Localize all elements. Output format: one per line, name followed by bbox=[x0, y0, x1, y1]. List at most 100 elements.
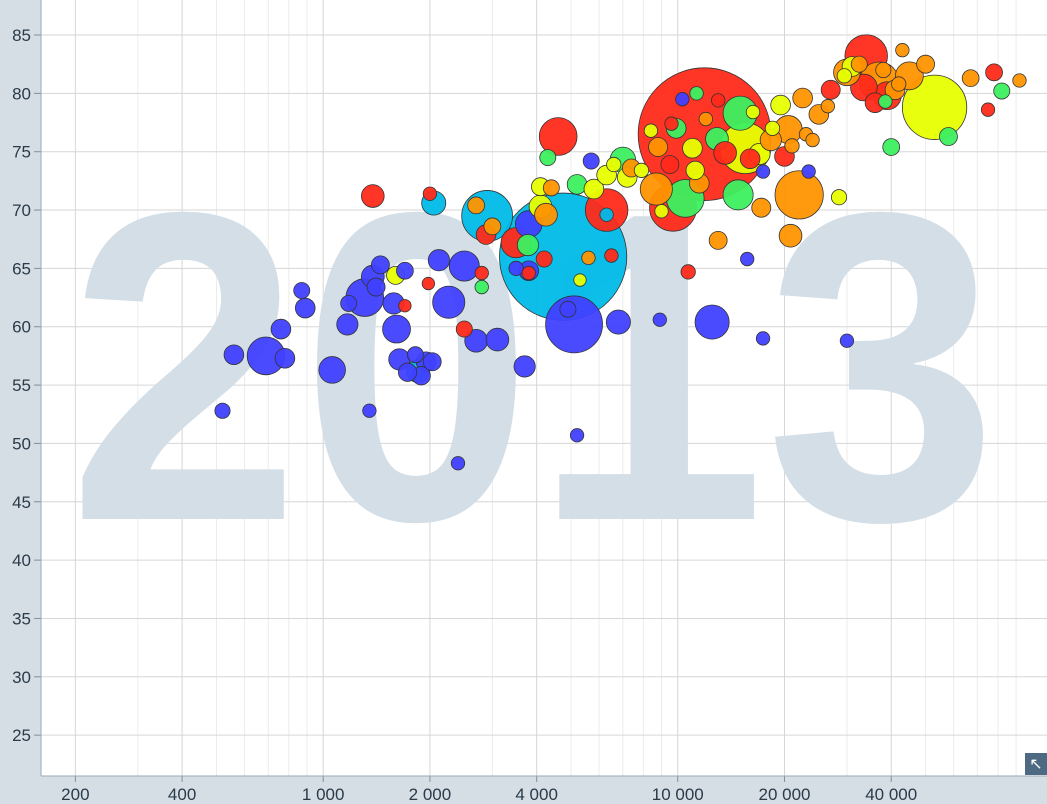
data-point bbox=[605, 309, 631, 335]
y-tick-label: 50 bbox=[12, 434, 31, 453]
data-point bbox=[633, 162, 650, 178]
data-point bbox=[559, 300, 577, 318]
y-tick-label: 70 bbox=[12, 201, 31, 220]
data-point bbox=[604, 248, 619, 263]
data-point bbox=[398, 299, 412, 313]
x-tick-label: 200 bbox=[61, 785, 89, 804]
data-point bbox=[538, 117, 578, 156]
data-point bbox=[755, 331, 771, 346]
data-point bbox=[432, 285, 466, 319]
y-tick-label: 75 bbox=[12, 143, 31, 162]
data-point bbox=[599, 207, 614, 222]
data-point bbox=[820, 79, 841, 100]
y-tick-label: 45 bbox=[12, 493, 31, 512]
data-point bbox=[223, 344, 245, 366]
data-point bbox=[901, 74, 968, 140]
data-point bbox=[455, 320, 473, 338]
arrow-up-left-icon[interactable]: ↖ bbox=[1025, 753, 1047, 775]
data-point bbox=[539, 149, 557, 166]
data-point bbox=[764, 120, 781, 136]
data-point bbox=[778, 223, 803, 248]
data-point bbox=[713, 141, 737, 165]
data-point bbox=[745, 104, 761, 120]
data-point bbox=[396, 261, 414, 280]
data-point bbox=[293, 282, 311, 300]
data-point bbox=[770, 94, 791, 116]
y-tick-label: 35 bbox=[12, 609, 31, 628]
y-tick-label: 40 bbox=[12, 551, 31, 570]
data-point bbox=[708, 230, 728, 250]
data-point bbox=[694, 304, 730, 340]
data-point bbox=[274, 347, 296, 369]
data-point bbox=[891, 76, 907, 92]
data-point bbox=[985, 63, 1003, 82]
data-point bbox=[508, 260, 524, 276]
data-point bbox=[427, 249, 450, 272]
x-axis-ticks: 200 400 1 000 2 000 4 000 10 000 20 000 40 000 bbox=[61, 776, 917, 804]
data-point bbox=[882, 138, 901, 156]
data-point bbox=[535, 250, 553, 268]
data-point bbox=[1012, 73, 1027, 88]
data-point bbox=[784, 138, 800, 154]
data-point bbox=[422, 186, 438, 201]
data-point bbox=[569, 428, 585, 443]
data-point bbox=[820, 99, 835, 114]
x-tick-label: 10 000 bbox=[652, 785, 704, 804]
data-point bbox=[740, 251, 755, 267]
data-point bbox=[648, 137, 668, 157]
data-point bbox=[513, 355, 536, 378]
x-tick-label: 1 000 bbox=[302, 785, 345, 804]
data-point bbox=[680, 264, 696, 280]
data-point bbox=[361, 184, 385, 208]
data-point bbox=[682, 137, 703, 159]
x-tick-label: 20 000 bbox=[758, 785, 810, 804]
data-point bbox=[685, 160, 705, 180]
data-point bbox=[660, 155, 680, 174]
data-point bbox=[534, 202, 558, 227]
data-point bbox=[792, 87, 813, 109]
data-point bbox=[664, 116, 679, 131]
data-point bbox=[448, 250, 480, 282]
data-point bbox=[875, 61, 892, 79]
data-point bbox=[751, 197, 772, 218]
x-tick-label: 4 000 bbox=[515, 785, 558, 804]
data-point bbox=[583, 178, 605, 200]
y-tick-label: 25 bbox=[12, 726, 31, 745]
data-point bbox=[639, 172, 673, 206]
data-point bbox=[836, 68, 852, 84]
bubbles bbox=[214, 34, 1027, 471]
y-tick-label: 85 bbox=[12, 26, 31, 45]
data-point bbox=[474, 279, 489, 295]
y-axis-ticks: 25 30 35 40 45 50 55 60 65 70 75 80 85 bbox=[12, 26, 41, 745]
data-point bbox=[474, 265, 489, 281]
y-tick-label: 55 bbox=[12, 376, 31, 395]
data-point bbox=[214, 402, 231, 419]
data-point bbox=[839, 333, 855, 348]
data-point bbox=[573, 273, 587, 287]
data-point bbox=[689, 86, 704, 101]
data-point bbox=[878, 94, 893, 109]
data-point bbox=[362, 403, 377, 418]
data-point bbox=[916, 54, 935, 74]
data-point bbox=[336, 313, 359, 336]
x-tick-label: 2 000 bbox=[409, 785, 452, 804]
data-point bbox=[830, 189, 848, 206]
data-point bbox=[398, 362, 418, 382]
data-point bbox=[801, 164, 816, 179]
data-point bbox=[483, 217, 502, 236]
y-tick-label: 80 bbox=[12, 84, 31, 103]
data-point bbox=[294, 297, 316, 319]
data-point bbox=[485, 327, 510, 352]
x-tick-label: 40 000 bbox=[865, 785, 917, 804]
data-point bbox=[450, 456, 466, 471]
data-point bbox=[371, 255, 390, 275]
data-point bbox=[755, 164, 771, 179]
data-point bbox=[774, 170, 824, 220]
data-point bbox=[961, 69, 980, 88]
data-point bbox=[739, 148, 761, 169]
y-tick-label: 65 bbox=[12, 259, 31, 278]
data-point bbox=[993, 82, 1011, 100]
data-point bbox=[366, 277, 386, 297]
